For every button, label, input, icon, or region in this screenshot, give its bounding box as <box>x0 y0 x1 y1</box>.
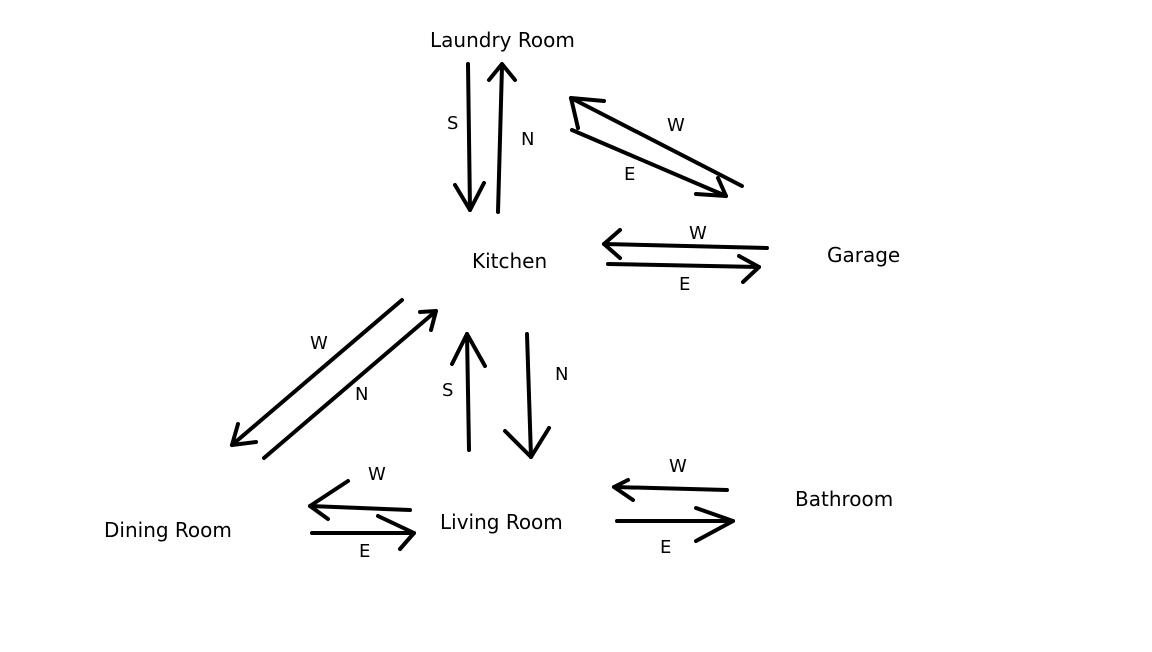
arrow-dining-to-living <box>310 514 416 551</box>
dir-label-dining-to-kitchen: N <box>355 384 369 405</box>
arrow-living-to-dining <box>308 479 412 521</box>
dir-label-laundry-to-kitchen: S <box>447 113 459 134</box>
arrow-garage-to-kitchen <box>602 228 769 260</box>
room-dining: Dining Room <box>104 518 232 542</box>
arrow-bathroom-to-living <box>612 478 729 502</box>
dir-label-living-to-bathroom: E <box>660 537 672 558</box>
arrow-kitchen-to-laundry <box>487 62 517 214</box>
dir-label-living-to-dining: W <box>368 464 386 485</box>
dir-label-garage-to-laundry: W <box>667 115 685 136</box>
arrow-garage-to-laundry <box>569 96 744 188</box>
dir-label-laundry-to-garage: E <box>624 164 636 185</box>
dir-label-dining-to-living: E <box>359 541 371 562</box>
dir-label-bathroom-to-living: W <box>669 456 687 477</box>
dir-label-kitchen-to-living: N <box>555 364 569 385</box>
room-kitchen: Kitchen <box>472 249 548 273</box>
dir-label-kitchen-to-laundry: N <box>521 129 535 150</box>
room-living: Living Room <box>440 510 563 534</box>
arrow-kitchen-to-dining <box>230 298 404 447</box>
arrow-kitchen-to-garage <box>606 254 761 284</box>
room-bathroom: Bathroom <box>795 487 894 511</box>
arrow-laundry-to-garage <box>570 128 728 198</box>
arrow-kitchen-to-living <box>503 332 551 459</box>
arrow-living-to-kitchen <box>450 332 487 452</box>
room-laundry: Laundry Room <box>430 28 575 52</box>
arrow-dining-to-kitchen <box>262 309 438 460</box>
arrow-laundry-to-kitchen <box>453 62 486 212</box>
arrow-living-to-bathroom <box>615 506 735 543</box>
dir-label-garage-to-kitchen: W <box>689 223 707 244</box>
dir-label-living-to-kitchen: S <box>442 380 454 401</box>
room-garage: Garage <box>827 243 901 267</box>
dir-label-kitchen-to-dining: W <box>310 333 328 354</box>
dir-label-kitchen-to-garage: E <box>679 274 691 295</box>
